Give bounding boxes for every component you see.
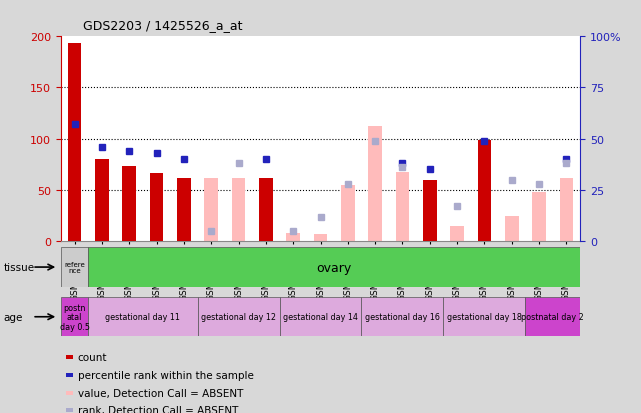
Text: GDS2203 / 1425526_a_at: GDS2203 / 1425526_a_at (83, 19, 243, 31)
Text: postn
atal
day 0.5: postn atal day 0.5 (60, 303, 90, 331)
Bar (68, 44, 81, 242)
Bar (444, 297, 526, 337)
Text: tissue: tissue (3, 262, 35, 273)
Bar (66, 408, 72, 412)
Bar (150, 173, 163, 242)
Bar (204, 178, 218, 242)
Bar (122, 167, 136, 242)
Bar (66, 391, 72, 396)
Bar (287, 233, 300, 242)
Bar (279, 297, 362, 337)
Bar (423, 180, 437, 242)
Bar (259, 178, 272, 242)
Bar (61, 297, 88, 337)
Text: value, Detection Call = ABSENT: value, Detection Call = ABSENT (78, 388, 243, 398)
Bar (450, 226, 464, 242)
Bar (369, 127, 382, 242)
Bar (66, 373, 72, 377)
Bar (505, 216, 519, 242)
Text: gestational day 12: gestational day 12 (201, 313, 276, 321)
Text: ovary: ovary (317, 261, 352, 274)
Text: refere
nce: refere nce (64, 261, 85, 274)
Text: age: age (3, 312, 22, 322)
Text: gestational day 16: gestational day 16 (365, 313, 440, 321)
Bar (362, 297, 444, 337)
Bar (526, 297, 580, 337)
Bar (341, 185, 354, 242)
Text: postnatal day 2: postnatal day 2 (521, 313, 584, 321)
Text: percentile rank within the sample: percentile rank within the sample (78, 370, 254, 380)
Bar (66, 355, 72, 359)
Bar (231, 178, 246, 242)
Bar (395, 172, 410, 242)
Bar (313, 235, 328, 242)
Bar (197, 297, 279, 337)
Text: rank, Detection Call = ABSENT: rank, Detection Call = ABSENT (78, 405, 238, 413)
Text: gestational day 14: gestational day 14 (283, 313, 358, 321)
Bar (560, 178, 573, 242)
Bar (532, 192, 546, 242)
Bar (478, 140, 491, 242)
Text: gestational day 11: gestational day 11 (105, 313, 180, 321)
Bar (177, 178, 191, 242)
Bar (95, 160, 109, 242)
Bar (61, 248, 88, 287)
Text: count: count (78, 352, 107, 362)
Text: gestational day 18: gestational day 18 (447, 313, 522, 321)
Bar (88, 297, 197, 337)
